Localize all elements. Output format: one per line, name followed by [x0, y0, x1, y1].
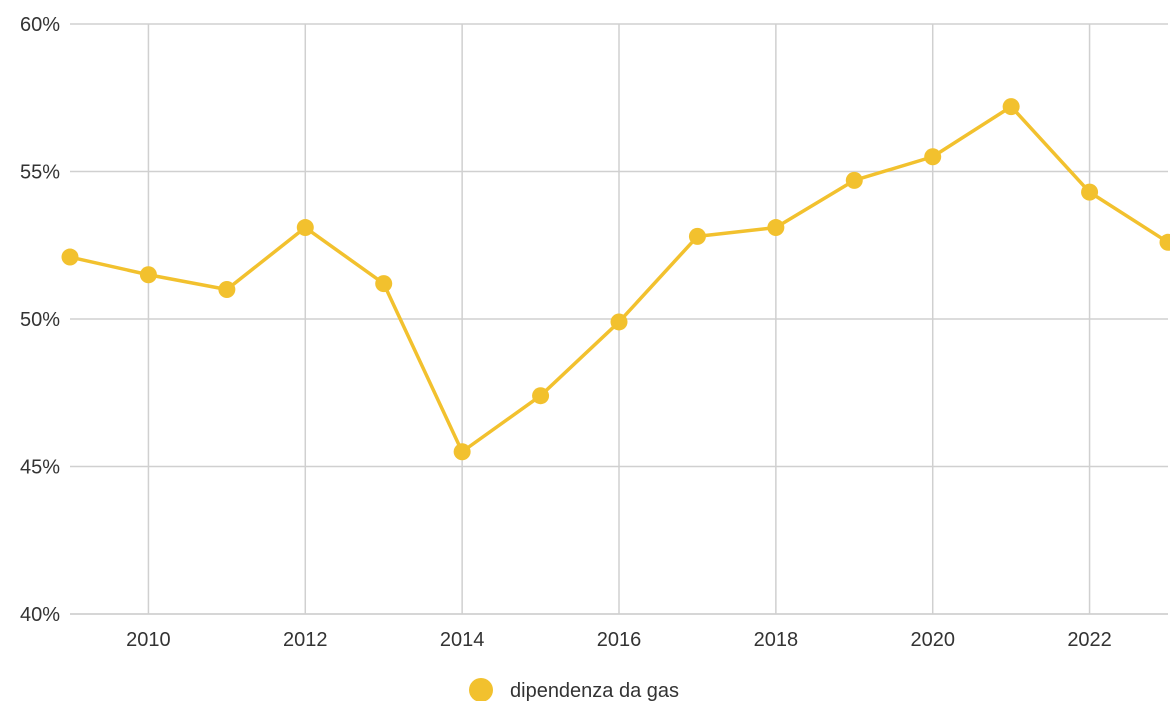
legend-label: dipendenza da gas — [510, 680, 679, 701]
data-point — [610, 313, 628, 331]
data-point — [375, 275, 393, 293]
x-tick-label: 2018 — [754, 629, 799, 651]
data-point — [767, 219, 785, 237]
y-tick-label: 55% — [20, 162, 60, 184]
x-tick-label: 2010 — [126, 629, 171, 651]
data-point — [453, 443, 471, 461]
x-tick-label: 2014 — [440, 629, 485, 651]
x-tick-label: 2016 — [597, 629, 642, 651]
data-point — [1002, 98, 1020, 116]
y-tick-label: 40% — [20, 604, 60, 626]
data-point — [1159, 233, 1170, 251]
x-tick-label: 2022 — [1067, 629, 1112, 651]
data-point — [924, 148, 942, 166]
y-tick-label: 50% — [20, 309, 60, 331]
series-layer — [61, 98, 1170, 461]
data-point — [61, 248, 79, 266]
x-axis-tick-labels: 2010 2012 2014 2016 2018 2020 2022 — [126, 629, 1112, 651]
data-point — [218, 281, 236, 298]
y-tick-label: 45% — [20, 457, 60, 479]
legend: dipendenza da gas — [469, 678, 679, 701]
data-point — [139, 266, 157, 284]
y-tick-label: 60% — [20, 14, 60, 36]
data-point — [1081, 183, 1099, 201]
data-point — [845, 171, 863, 189]
legend-swatch — [469, 678, 493, 701]
y-axis-tick-labels: 40% 45% 50% 55% 60% — [20, 14, 60, 626]
data-point — [532, 387, 550, 405]
x-tick-label: 2012 — [283, 629, 328, 651]
data-point — [688, 227, 706, 245]
x-tick-label: 2020 — [910, 629, 955, 651]
data-point — [296, 219, 314, 237]
